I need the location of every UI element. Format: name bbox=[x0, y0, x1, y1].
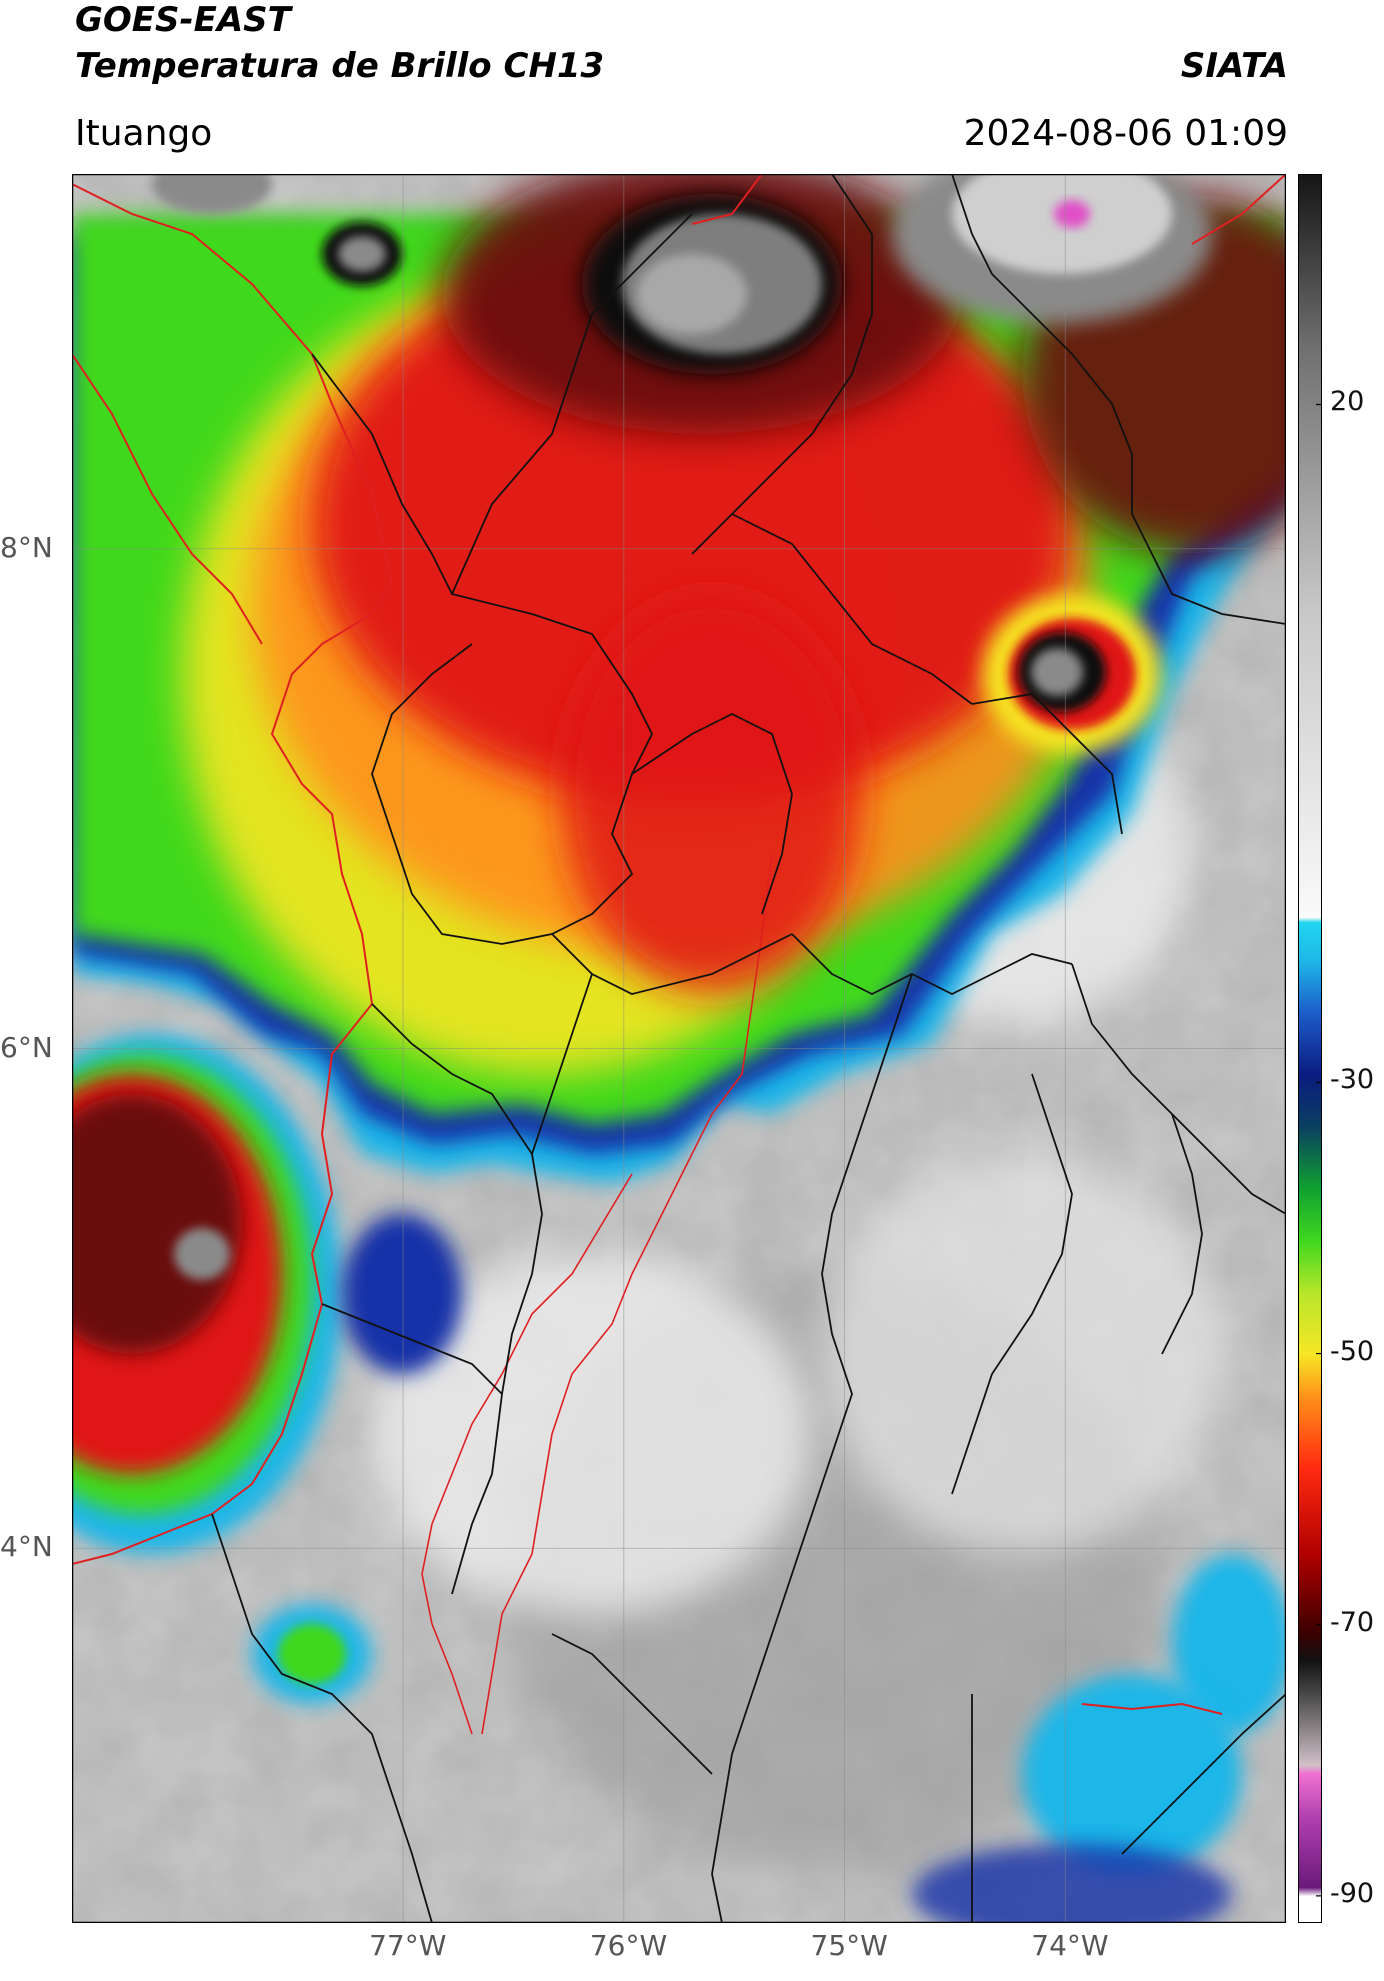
colorbar-tick-label: -30 bbox=[1330, 1064, 1375, 1096]
colorbar-tick-label: -70 bbox=[1330, 1606, 1375, 1638]
administrative-boundaries bbox=[211, 174, 1286, 1923]
satellite-title: GOES-EAST bbox=[75, 0, 291, 40]
lat-tick-label: 8°N bbox=[0, 530, 53, 564]
department-boundaries bbox=[421, 853, 773, 1735]
lon-tick-label: 75°W bbox=[810, 1929, 888, 1962]
graticule bbox=[72, 174, 1286, 1923]
colorbar-tick-label: 20 bbox=[1330, 386, 1365, 418]
lon-tick-label: 74°W bbox=[1031, 1929, 1109, 1962]
colorbar-tick-label: -50 bbox=[1330, 1335, 1375, 1367]
colorbar bbox=[1298, 174, 1322, 1923]
lat-tick-label: 4°N bbox=[0, 1530, 53, 1564]
lon-tick-label: 76°W bbox=[589, 1929, 668, 1962]
coastline bbox=[72, 174, 1286, 1715]
satellite-map[interactable] bbox=[72, 174, 1286, 1923]
datetime-label: 2024-08-06 01:09 bbox=[963, 113, 1288, 154]
colorbar-tick-label: -90 bbox=[1330, 1877, 1375, 1909]
lon-tick-label: 77°W bbox=[369, 1929, 447, 1962]
lat-tick-label: 6°N bbox=[0, 1030, 53, 1064]
organization-label: SIATA bbox=[1180, 46, 1288, 86]
location-label: Ituango bbox=[75, 113, 213, 154]
product-title: Temperatura de Brillo CH13 bbox=[75, 46, 605, 86]
